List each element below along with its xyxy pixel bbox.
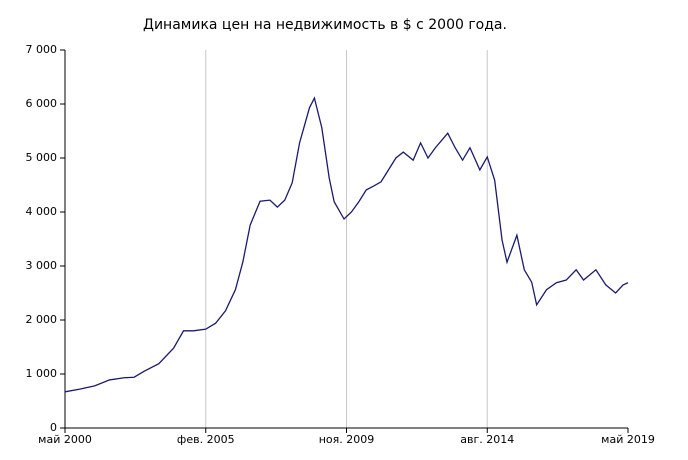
x-tick-label: авг. 2014 [460, 433, 514, 446]
y-tick-label: 0 [50, 421, 57, 434]
y-tick-label: 4 000 [26, 205, 58, 218]
y-tick-label: 3 000 [26, 259, 58, 272]
y-tick-label: 1 000 [26, 367, 58, 380]
y-tick-label: 7 000 [26, 43, 58, 56]
y-tick-label: 2 000 [26, 313, 58, 326]
chart-title: Динамика цен на недвижимость в $ с 2000 … [143, 17, 507, 33]
x-tick-label: фев. 2005 [177, 433, 235, 446]
x-tick-label: май 2000 [38, 433, 92, 446]
x-tick-label: май 2019 [601, 433, 655, 446]
y-tick-label: 6 000 [26, 97, 58, 110]
y-tick-label: 5 000 [26, 151, 58, 164]
data-line [64, 96, 629, 393]
x-tick-label: ноя. 2009 [319, 433, 375, 446]
